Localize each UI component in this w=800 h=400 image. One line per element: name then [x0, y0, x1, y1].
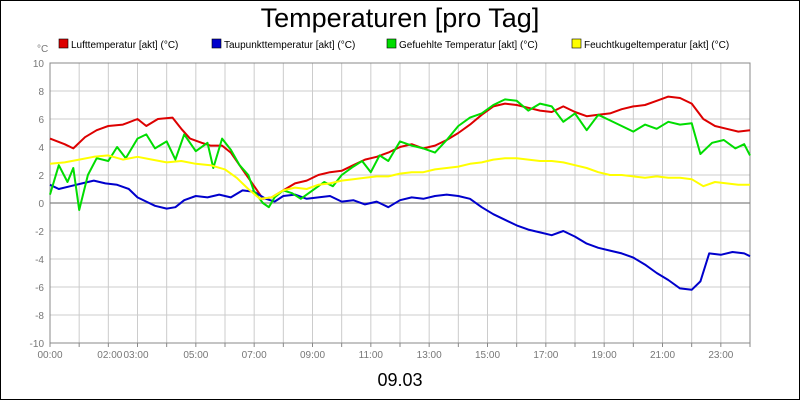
chart-title: Temperaturen [pro Tag] [261, 3, 540, 33]
y-tick-label: 2 [38, 171, 44, 182]
legend-swatch [571, 38, 582, 49]
x-tick-label: 09:00 [300, 350, 325, 361]
series-lines [49, 95, 751, 291]
x-tick-label: 05:00 [183, 350, 208, 361]
y-tick-label: 10 [33, 59, 45, 70]
x-tick-label: 15:00 [475, 350, 500, 361]
legend-item: Lufttemperatur [akt] (°C) [58, 38, 178, 51]
legend-item: Taupunkttemperatur [akt] (°C) [211, 38, 355, 51]
legend-swatch [211, 38, 222, 49]
series-line-3 [49, 154, 750, 200]
x-tick-label: 07:00 [242, 350, 267, 361]
legend-label: Taupunkttemperatur [akt] (°C) [224, 40, 355, 51]
x-tick-label: 17:00 [533, 350, 558, 361]
y-tick-label: -6 [35, 283, 44, 294]
x-tick-label: 23:00 [708, 350, 733, 361]
series-line-2 [49, 98, 751, 211]
x-tick-label: 03:00 [124, 350, 149, 361]
x-tick-label: 21:00 [650, 350, 675, 361]
legend-label: Gefuehlte Temperatur [akt] (°C) [399, 40, 538, 51]
y-tick-label: 6 [38, 115, 44, 126]
grid [49, 62, 751, 344]
date-label: 09.03 [377, 370, 422, 390]
legend-swatch [58, 38, 69, 49]
series-line-1 [49, 179, 751, 291]
legend-label: Feuchtkugeltemperatur [akt] (°C) [584, 40, 729, 51]
legend-item: Feuchtkugeltemperatur [akt] (°C) [571, 38, 729, 51]
y-tick-label: 0 [38, 199, 44, 210]
legend-item: Gefuehlte Temperatur [akt] (°C) [386, 38, 538, 51]
y-tick-label: -2 [35, 227, 44, 238]
y-tick-label: 4 [38, 143, 44, 154]
y-axis-ticks: -10 -8 -6 -4 -2 0 2 4 6 8 10 [30, 59, 45, 350]
legend-swatch [386, 38, 397, 49]
legend: Lufttemperatur [akt] (°C) Taupunkttempera… [58, 38, 729, 51]
y-tick-label: -4 [35, 255, 44, 266]
y-tick-label: -8 [35, 311, 44, 322]
x-tick-label: 00:00 [37, 350, 62, 361]
x-axis-ticks: 00:00 02:00 03:00 05:00 07:00 09:00 11:00 13:00… [37, 343, 751, 361]
y-axis-unit: °C [37, 44, 48, 55]
y-tick-label: 8 [38, 87, 44, 98]
x-tick-label: 02:00 [97, 350, 122, 361]
y-tick-label: -10 [30, 339, 45, 350]
x-tick-label: 11:00 [359, 350, 384, 361]
legend-label: Lufttemperatur [akt] (°C) [71, 40, 178, 51]
x-tick-label: 19:00 [592, 350, 617, 361]
x-tick-label: 13:00 [417, 350, 442, 361]
